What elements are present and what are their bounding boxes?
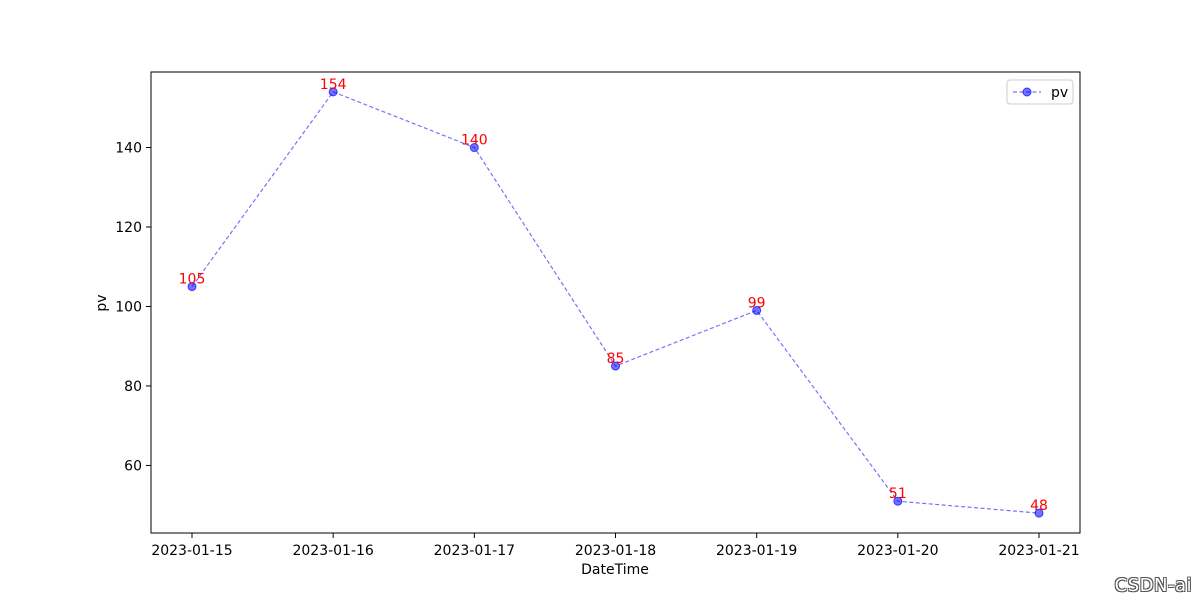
legend-label: pv [1051,85,1068,101]
x-tick-label: 2023-01-19 [716,543,797,559]
x-tick-label: 2023-01-21 [998,543,1079,559]
data-point [1034,508,1044,518]
data-label: 85 [607,351,625,367]
x-tick-label: 2023-01-16 [292,543,373,559]
data-label: 140 [461,133,488,149]
y-tick-label: 100 [115,299,142,315]
data-point [893,496,903,506]
y-tick-label: 60 [124,458,142,474]
x-tick-label: 2023-01-20 [857,543,938,559]
x-axis-label: DateTime [581,562,649,578]
x-tick-label: 2023-01-15 [151,543,232,559]
y-tick-label: 80 [124,379,142,395]
watermark: CSDN-ai [1114,575,1192,596]
data-label: 99 [748,295,766,311]
y-tick-label: 140 [115,141,142,157]
data-label: 48 [1030,498,1048,514]
legend: pv [1006,79,1074,105]
x-tick-label: 2023-01-17 [434,543,515,559]
data-point [611,361,620,371]
y-tick-label: 120 [115,220,142,236]
data-label: 51 [889,486,907,502]
legend-marker-icon [1022,87,1032,97]
x-tick-label: 2023-01-18 [575,543,656,559]
axes-ticks: 2023-01-15 2023-01-16 2023-01-17 2023-01-18… [115,141,1079,559]
y-axis-label: pv [94,294,110,311]
data-point [752,305,762,315]
data-point [187,282,197,292]
data-label: 105 [179,272,206,288]
data-label: 154 [320,77,347,93]
data-point [469,143,479,153]
plot-area: 105 154 140 85 99 51 48 [150,71,1081,534]
data-point [328,87,338,97]
